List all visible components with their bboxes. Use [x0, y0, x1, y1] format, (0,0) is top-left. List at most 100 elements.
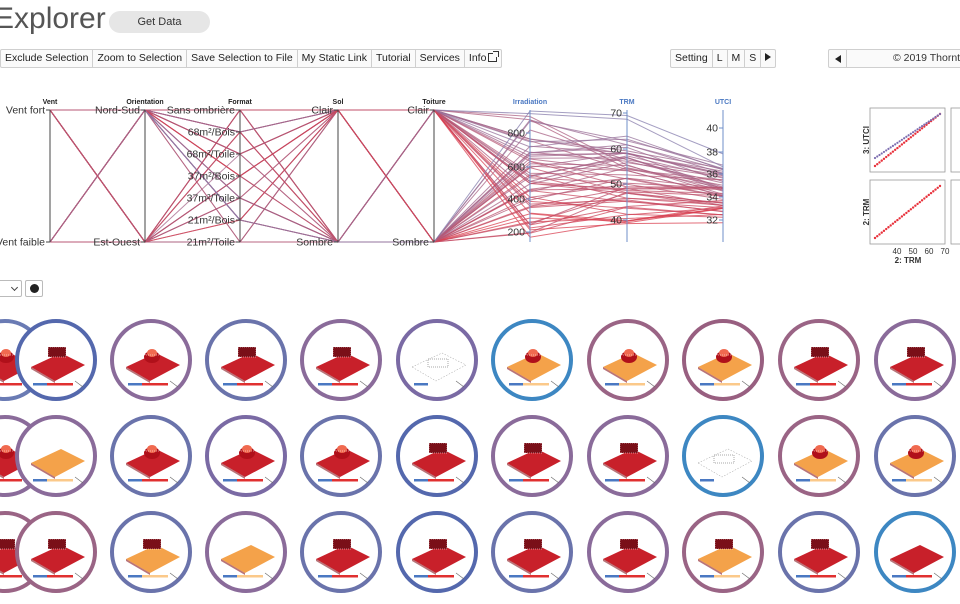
structure: [429, 443, 447, 453]
result-thumbnail[interactable]: [205, 319, 287, 401]
plane-edge: [698, 559, 722, 575]
structure-grid: [714, 538, 734, 550]
play-icon: [765, 53, 772, 61]
result-thumbnail[interactable]: [300, 319, 382, 401]
size-large-button[interactable]: L: [713, 50, 728, 67]
result-thumbnail[interactable]: [491, 415, 573, 497]
result-thumbnail[interactable]: [15, 511, 97, 593]
back-button[interactable]: [829, 50, 847, 67]
legend-bar-cool: [414, 575, 428, 578]
scatter-point: [920, 125, 924, 128]
legend-bar-cool: [414, 479, 428, 482]
setting-button[interactable]: Setting: [671, 50, 713, 67]
result-thumbnail[interactable]: [205, 511, 287, 593]
services-button[interactable]: Services: [416, 50, 465, 67]
tutorial-button[interactable]: Tutorial: [372, 50, 416, 67]
result-thumbnail[interactable]: [110, 511, 192, 593]
result-thumbnail[interactable]: [15, 319, 97, 401]
copyright-text: © 2019 Thornt: [893, 52, 960, 64]
legend-bar: [605, 383, 645, 386]
result-thumbnail[interactable]: [110, 319, 192, 401]
hotspot-top: [528, 349, 538, 357]
scatter-point: [932, 190, 935, 193]
axis-stub: [837, 572, 847, 580]
get-data-button[interactable]: Get Data: [109, 11, 210, 33]
result-thumbnail[interactable]: [15, 415, 97, 497]
tick-label: Sombre: [392, 237, 429, 249]
scatter-point: [882, 157, 886, 161]
play-button[interactable]: [761, 50, 775, 67]
scatter-point: [911, 206, 915, 209]
result-thumbnail[interactable]: [778, 319, 860, 401]
result-thumbnail[interactable]: [396, 415, 478, 497]
exclude-selection-button[interactable]: Exclude Selection: [1, 50, 94, 67]
axis-stub: [359, 572, 369, 580]
scatter-point: [932, 117, 935, 120]
heatmap-plane: [31, 449, 85, 477]
static-link-button[interactable]: My Static Link: [298, 50, 373, 67]
structure: [907, 347, 925, 357]
result-thumbnail[interactable]: [778, 511, 860, 593]
hotspot-top: [242, 445, 252, 453]
result-thumbnail[interactable]: [396, 511, 478, 593]
result-thumbnail[interactable]: [587, 415, 669, 497]
info-bar: © 2019 Thornt: [828, 49, 960, 68]
plane-edge: [890, 367, 914, 383]
thumbnail-render: [411, 352, 467, 388]
save-selection-button[interactable]: Save Selection to File: [187, 50, 298, 67]
heatmap-plane: [316, 353, 370, 381]
size-medium-button[interactable]: M: [728, 50, 746, 67]
result-thumbnail[interactable]: [396, 319, 478, 401]
result-thumbnail[interactable]: [205, 415, 287, 497]
axis-stub: [550, 572, 560, 580]
result-thumbnail[interactable]: [587, 319, 669, 401]
result-thumbnail[interactable]: [682, 511, 764, 593]
structure-grid: [47, 538, 67, 550]
plane-edge: [794, 463, 818, 479]
scatter-point: [925, 195, 928, 198]
result-thumbnail[interactable]: [300, 415, 382, 497]
layout-dropdown[interactable]: [0, 280, 22, 297]
scatter-point: [914, 204, 917, 207]
scatter-point: [918, 128, 922, 132]
scatter-point: [893, 220, 897, 224]
legend-bar: [700, 383, 740, 386]
size-small-button[interactable]: S: [745, 50, 762, 67]
result-thumbnail[interactable]: [491, 319, 573, 401]
result-thumbnail[interactable]: [874, 511, 956, 593]
thumbnail-render: [697, 448, 753, 484]
result-thumbnail[interactable]: [778, 415, 860, 497]
legend-bar-cool: [223, 479, 237, 482]
scatter-point: [927, 120, 930, 123]
scatter-point: [938, 184, 942, 188]
scatter-point: [887, 147, 890, 150]
legend-bar: [223, 575, 263, 578]
result-thumbnail[interactable]: [491, 511, 573, 593]
legend-bar-cool: [605, 383, 619, 386]
axis-title: Vent: [43, 99, 58, 106]
plane-edge: [794, 367, 818, 383]
plane-edge: [31, 463, 55, 479]
scatter-point: [902, 141, 906, 144]
polyline: [50, 109, 724, 238]
result-thumbnail[interactable]: [874, 319, 956, 401]
legend-bar: [796, 479, 836, 482]
info-button[interactable]: Info: [465, 50, 502, 67]
x-tick-label: 70: [941, 247, 950, 256]
result-thumbnail[interactable]: [874, 415, 956, 497]
heatmap-plane: [31, 353, 85, 381]
dropdown-action-button[interactable]: [25, 280, 43, 297]
result-thumbnail[interactable]: [682, 415, 764, 497]
plane-edge: [221, 559, 245, 575]
zoom-to-selection-button[interactable]: Zoom to Selection: [93, 50, 188, 67]
scatter-point: [873, 156, 877, 160]
result-thumbnail[interactable]: [682, 319, 764, 401]
result-thumbnail[interactable]: [110, 415, 192, 497]
thumbnail-render: [507, 346, 561, 388]
scatter-point: [896, 146, 899, 150]
result-thumbnail[interactable]: [587, 511, 669, 593]
result-thumbnail[interactable]: [300, 511, 382, 593]
